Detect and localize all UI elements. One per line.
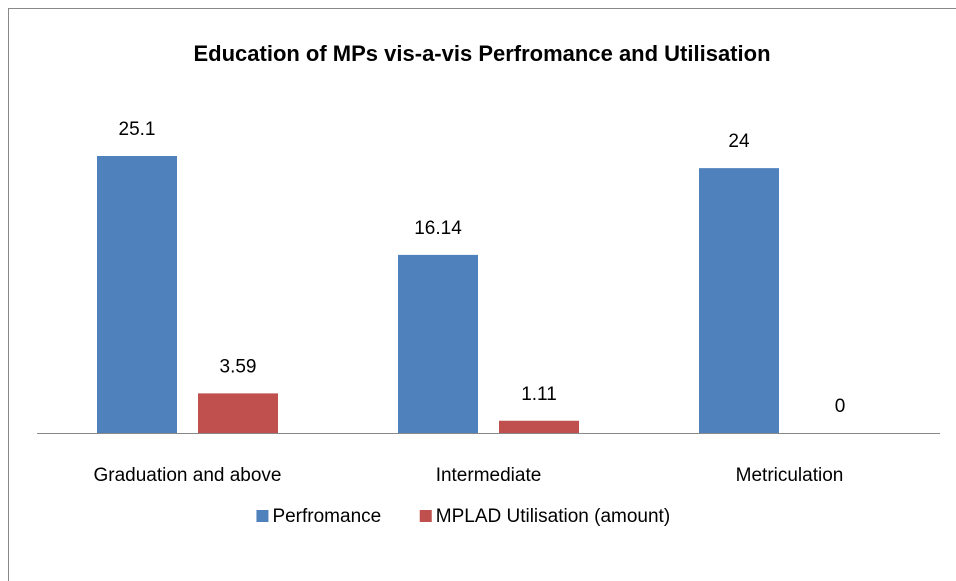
legend-label: Perfromance <box>272 506 381 527</box>
x-tick-label: Metriculation <box>736 465 844 486</box>
legend-swatch <box>419 510 432 522</box>
value-label: 16.14 <box>414 218 462 239</box>
bar <box>97 156 177 433</box>
legend-swatch <box>256 510 269 522</box>
bar <box>699 168 779 433</box>
value-label: 1.11 <box>521 384 557 405</box>
value-label: 24 <box>728 131 750 152</box>
chart-border <box>8 8 956 581</box>
chart-title: Education of MPs vis-a-vis Perfromance a… <box>193 41 770 66</box>
bar <box>198 393 278 433</box>
x-tick-label: Graduation and above <box>93 465 281 486</box>
value-label: 25.1 <box>119 119 156 140</box>
bar <box>398 254 478 433</box>
legend-label: MPLAD Utilisation (amount) <box>436 506 670 527</box>
bar <box>499 420 579 433</box>
value-label: 3.59 <box>220 356 257 377</box>
x-tick-label: Intermediate <box>436 465 542 486</box>
value-label: 0 <box>835 396 846 417</box>
